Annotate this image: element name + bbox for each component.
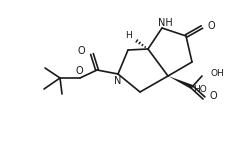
Text: NH: NH [157,18,172,28]
Text: O: O [77,46,85,56]
Text: O: O [207,21,215,31]
Text: O: O [209,91,217,101]
Text: H: H [125,31,132,39]
Polygon shape [167,76,192,89]
Text: O: O [75,66,82,76]
Text: HO: HO [192,85,206,93]
Text: N: N [114,76,121,86]
Text: OH: OH [210,69,224,77]
